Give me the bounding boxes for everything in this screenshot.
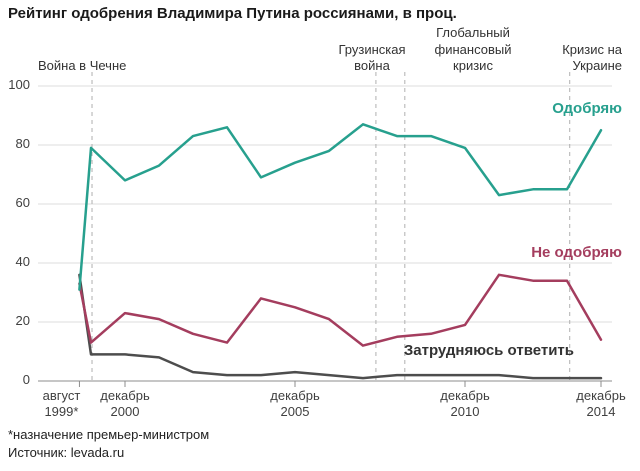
x-axis-label: декабрь 2014	[576, 388, 626, 419]
disapprove-line	[78, 273, 603, 347]
series-label-neutral: Затрудняюсь ответить	[403, 342, 574, 359]
footnote: *назначение премьер-министром	[8, 427, 210, 442]
y-axis-label: 100	[8, 77, 30, 92]
approve-line	[78, 123, 603, 291]
x-axis-label: август 1999*	[42, 388, 81, 419]
y-axis-label: 0	[22, 372, 30, 387]
y-axis-label: 80	[15, 136, 30, 151]
event-annotation: Война в Чечне	[38, 57, 127, 73]
event-annotation: Грузинская война	[338, 41, 406, 73]
y-axis-label: 20	[15, 313, 30, 328]
series-label-disapprove: Не одобряю	[531, 244, 622, 261]
x-axis-label: декабрь 2010	[440, 388, 490, 419]
event-annotation: Глобальный финансовый кризис	[434, 25, 512, 73]
y-axis-label: 60	[15, 195, 30, 210]
series-label-approve: Одобряю	[552, 100, 622, 117]
chart-title: Рейтинг одобрения Владимира Путина росси…	[8, 5, 457, 22]
y-axis-label: 40	[15, 254, 30, 269]
neutral-line	[78, 273, 603, 380]
event-annotation: Кризис на Украине	[562, 41, 622, 73]
source-note: Источник: levada.ru	[8, 445, 125, 460]
x-axis-label: декабрь 2000	[100, 388, 150, 419]
x-axis-label: декабрь 2005	[270, 388, 320, 419]
